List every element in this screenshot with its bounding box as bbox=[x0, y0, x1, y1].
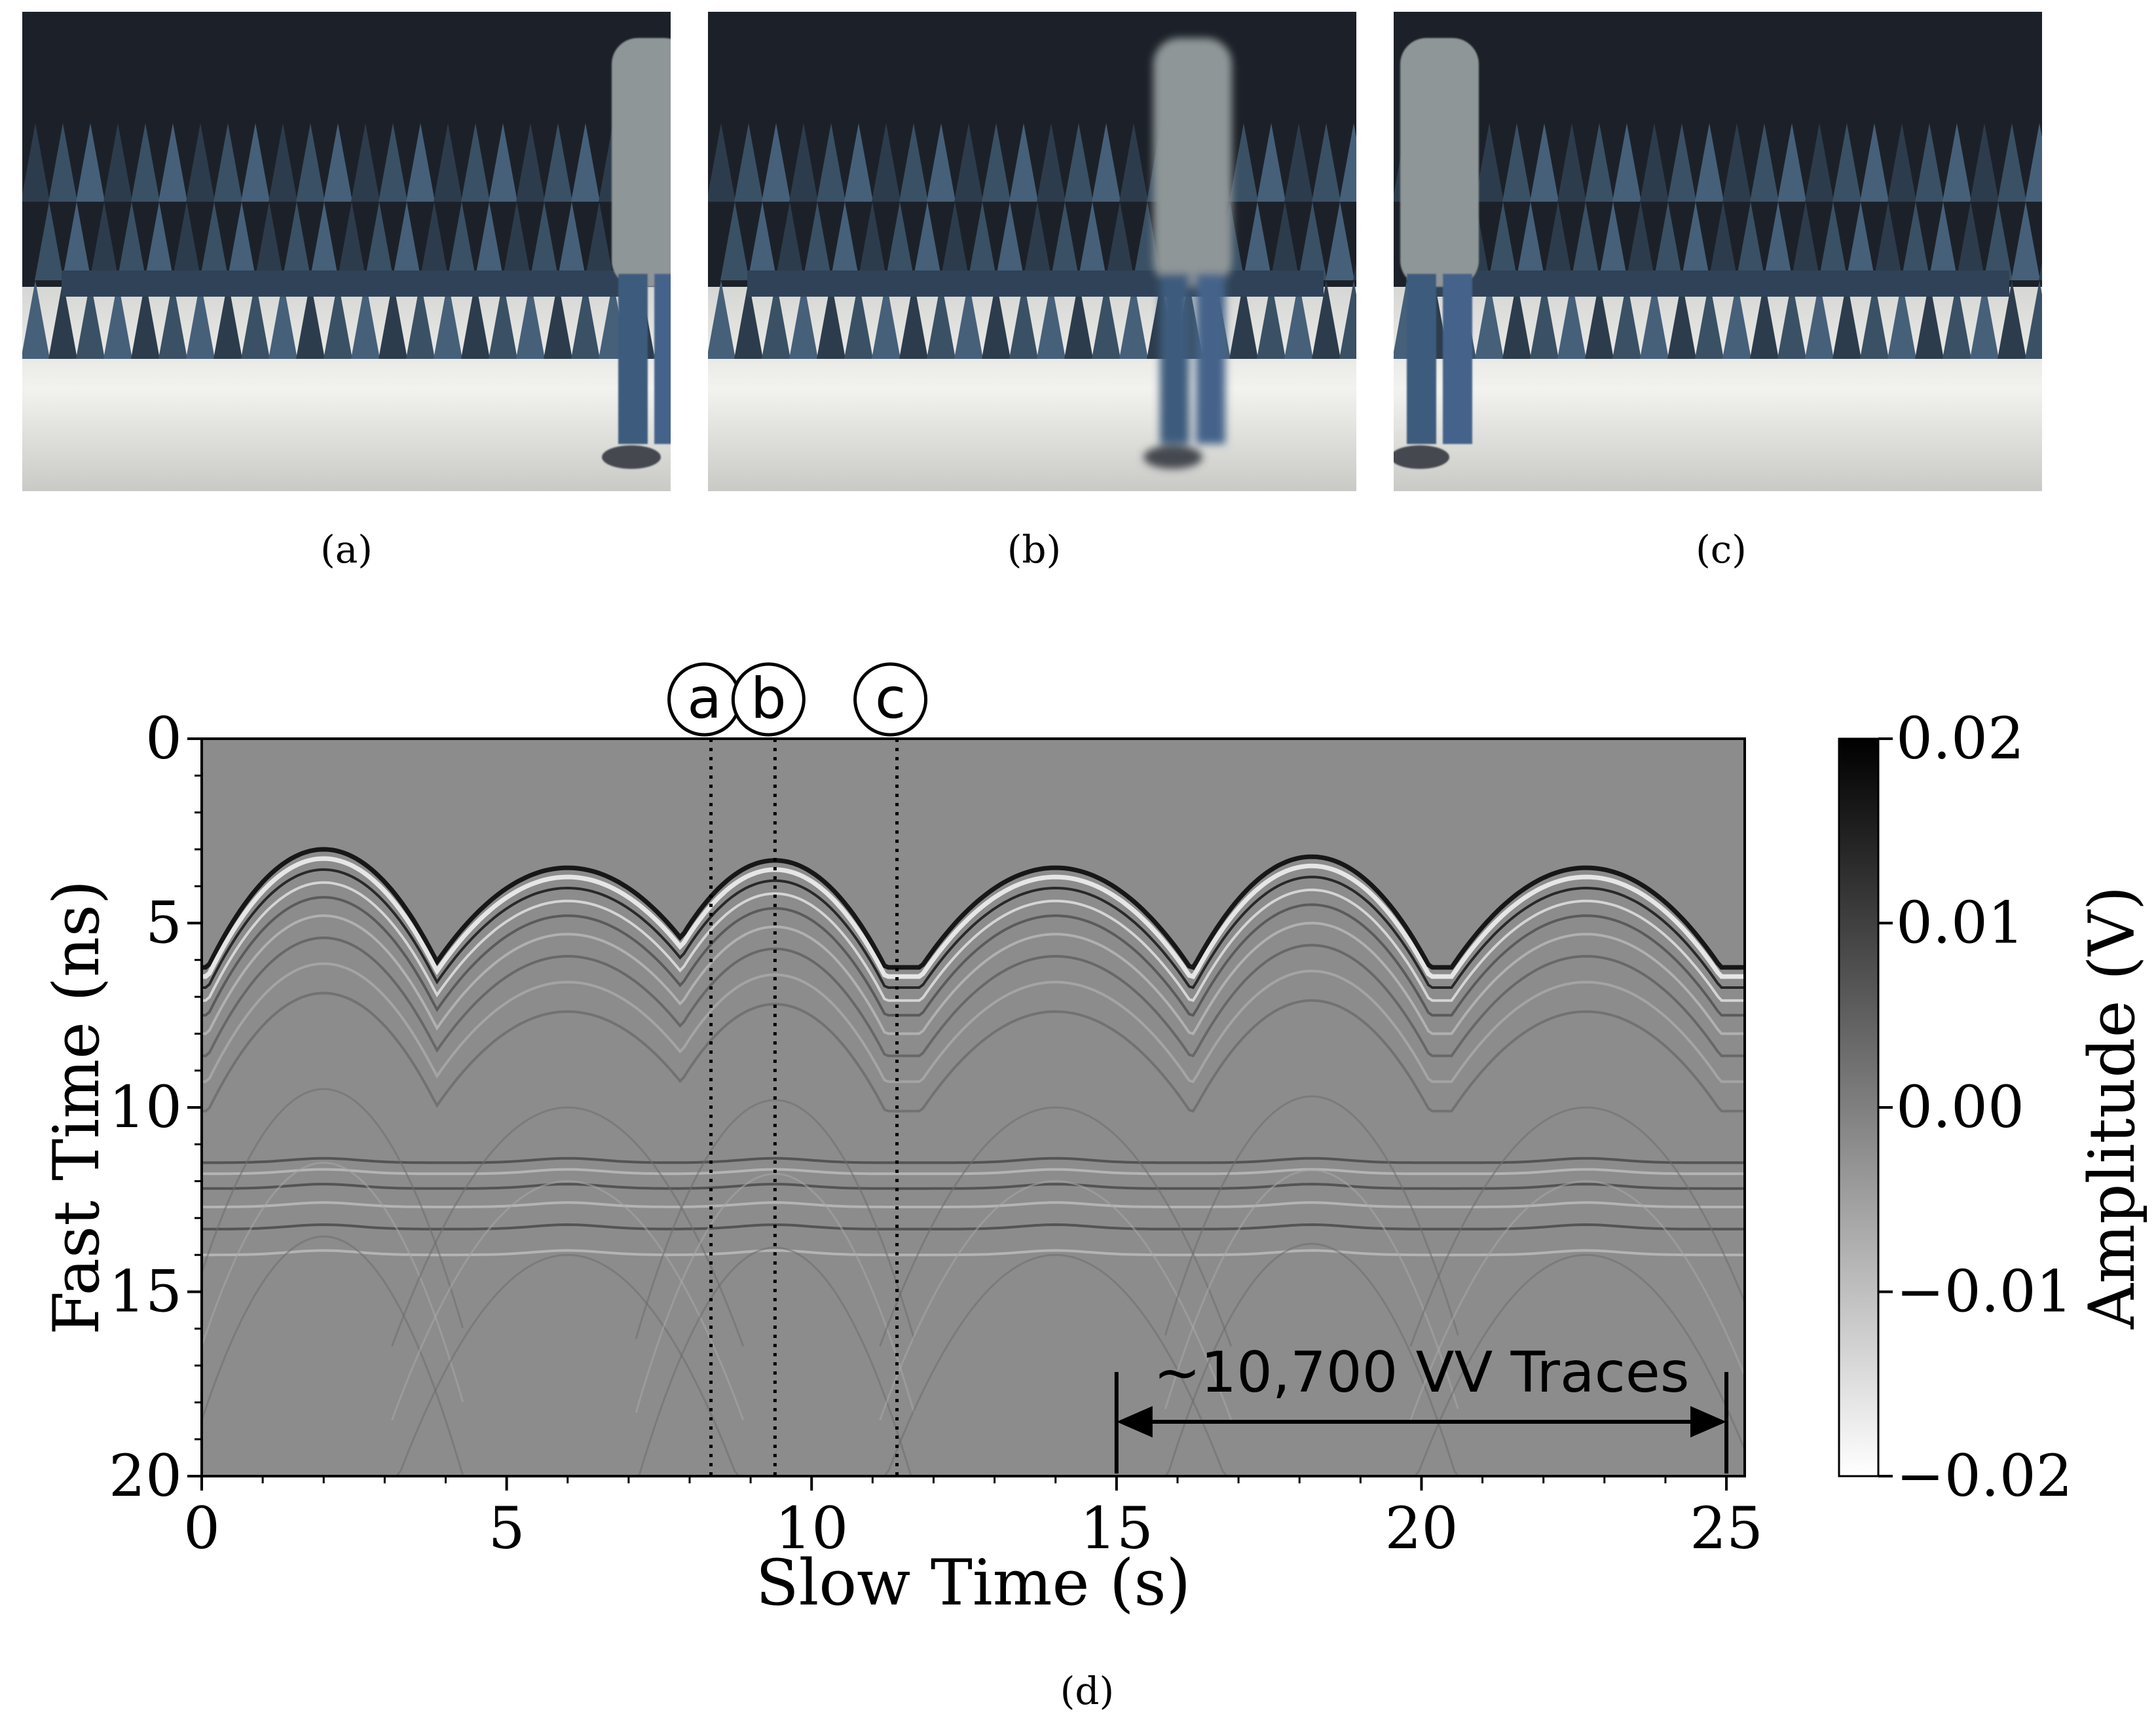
heatmap-image bbox=[202, 739, 1745, 1476]
marker-label-b: b bbox=[751, 666, 787, 732]
colorbar-tick-label: 0.00 bbox=[1896, 1073, 2024, 1141]
annotation-text: ~10,700 VV Traces bbox=[1153, 1340, 1689, 1405]
annotation-arrowhead-left bbox=[1116, 1406, 1153, 1438]
annotation-arrowhead-right bbox=[1690, 1406, 1727, 1438]
x-tick-label: 5 bbox=[489, 1494, 525, 1562]
x-axis-title: Slow Time (s) bbox=[756, 1546, 1191, 1620]
y-tick-label: 5 bbox=[145, 889, 182, 957]
x-tick-label: 25 bbox=[1690, 1494, 1763, 1562]
marker-label-c: c bbox=[875, 666, 906, 732]
y-axis: 0 5 10 15 20 bbox=[109, 705, 202, 1510]
caption-d: (d) bbox=[1060, 1669, 1115, 1713]
colorbar-tick-label: −0.02 bbox=[1896, 1442, 2073, 1510]
colorbar-tick-label: −0.01 bbox=[1896, 1258, 2073, 1326]
marker-label-a: a bbox=[687, 666, 722, 732]
marker-circle-c bbox=[853, 662, 928, 737]
photo-panel-a bbox=[22, 12, 671, 491]
caption-b: (b) bbox=[1007, 527, 1062, 572]
colorbar-title: Amplitude (V) bbox=[2075, 886, 2149, 1330]
x-tick-label: 15 bbox=[1080, 1494, 1153, 1562]
photo-panel-c bbox=[1394, 12, 2042, 491]
traces-annotation: ~10,700 VV Traces bbox=[1114, 1340, 1729, 1474]
marker-circle-b bbox=[731, 662, 806, 737]
caption-a: (a) bbox=[320, 527, 373, 572]
y-tick-label: 15 bbox=[109, 1258, 182, 1326]
caption-c: (c) bbox=[1696, 527, 1747, 572]
y-tick-label: 20 bbox=[109, 1442, 182, 1510]
colorbar bbox=[1838, 737, 1880, 1477]
colorbar-tick-label: 0.02 bbox=[1896, 705, 2024, 772]
photo-panel-b bbox=[708, 12, 1356, 491]
colorbar-ticks: 0.02 0.01 0.00 −0.01 −0.02 bbox=[1878, 705, 2073, 1510]
x-axis: 0 5 10 15 20 25 bbox=[183, 1476, 1763, 1562]
colorbar-tick-label: 0.01 bbox=[1896, 889, 2024, 957]
x-tick-label: 0 bbox=[183, 1494, 220, 1562]
x-tick-label: 10 bbox=[775, 1494, 848, 1562]
y-tick-label: 0 bbox=[145, 705, 182, 772]
y-axis-title: Fast Time (ns) bbox=[40, 880, 113, 1335]
x-tick-label: 20 bbox=[1385, 1494, 1458, 1562]
y-tick-label: 10 bbox=[109, 1073, 182, 1141]
